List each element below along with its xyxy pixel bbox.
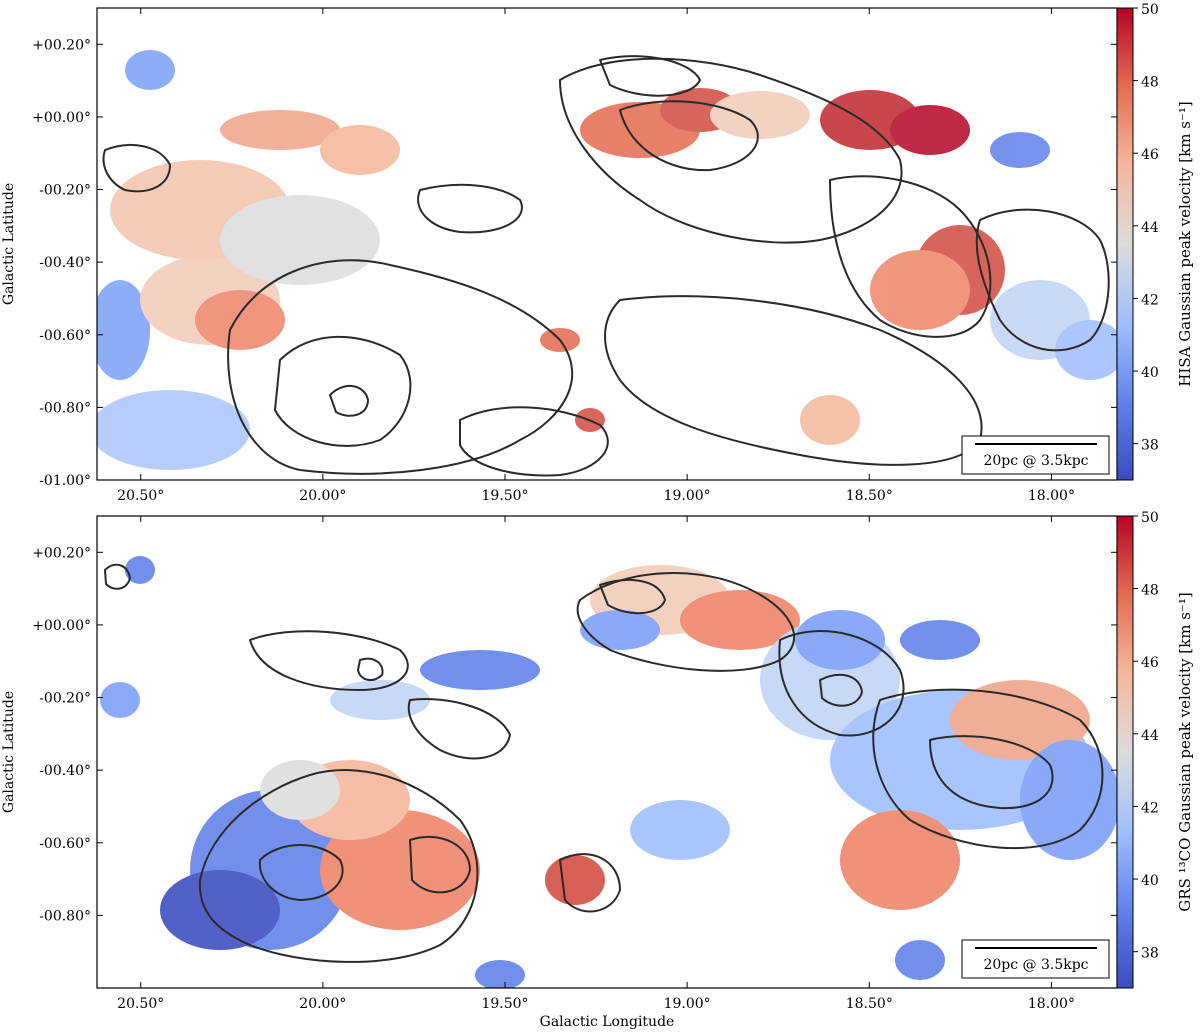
y-tick-label: +00.20° xyxy=(32,545,91,561)
colorbar-tick-label: 38 xyxy=(1141,438,1159,454)
colorbar-tick-label: 46 xyxy=(1141,147,1159,163)
y-tick-label: -00.40° xyxy=(39,763,91,779)
bottom-colorbar: 38 40 42 44 46 48 50 GRS ¹³CO Gaussian peak ve… xyxy=(1116,510,1194,989)
colorbar-tick-label: 46 xyxy=(1141,655,1159,671)
top-scalebar-text: 20pc @ 3.5kpc xyxy=(983,453,1088,469)
colorbar-tick-label: 50 xyxy=(1141,510,1159,526)
y-tick-label: +00.20° xyxy=(32,37,91,53)
x-tick-label: 18.00° xyxy=(1028,488,1075,504)
y-tick-label: +00.00° xyxy=(32,618,91,634)
y-tick-label: -00.20° xyxy=(39,691,91,707)
colorbar-tick-label: 48 xyxy=(1141,75,1159,91)
x-tick-label: 19.50° xyxy=(481,488,528,504)
bottom-y-ticks: +00.20° +00.00° -00.20° -00.40° -00.60° -00.8… xyxy=(32,545,1117,924)
top-colorbar-ticks: 38 40 42 44 46 48 50 xyxy=(1133,2,1159,454)
top-panel: 20.50° 20.00° 19.50° 19.00° 18.50° 18.00° +00… xyxy=(1,2,1194,504)
x-tick-label: 20.00° xyxy=(299,996,346,1012)
x-tick-label: 20.00° xyxy=(299,488,346,504)
x-tick-label: 19.00° xyxy=(664,488,711,504)
colorbar-tick-label: 44 xyxy=(1141,728,1159,744)
y-tick-label: -00.20° xyxy=(39,183,91,199)
x-tick-label: 18.50° xyxy=(846,488,893,504)
x-tick-label: 19.00° xyxy=(664,996,711,1012)
colorbar-tick-label: 42 xyxy=(1141,292,1159,308)
colorbar-tick-label: 40 xyxy=(1141,873,1159,889)
y-tick-label: -00.60° xyxy=(39,328,91,344)
bottom-y-axis-label: Galactic Latitude xyxy=(1,691,17,813)
x-tick-label: 20.50° xyxy=(117,996,164,1012)
top-x-ticks: 20.50° 20.00° 19.50° 19.00° 18.50° 18.00° xyxy=(117,8,1075,504)
y-tick-label: -01.00° xyxy=(39,473,91,489)
bottom-colorbar-ticks: 38 40 42 44 46 48 50 xyxy=(1133,510,1159,962)
colorbar-tick-label: 50 xyxy=(1141,2,1159,18)
bottom-scalebar-text: 20pc @ 3.5kpc xyxy=(983,957,1088,973)
top-colorbar: 38 40 42 44 46 48 50 HISA Gaussian peak veloci… xyxy=(1116,2,1194,481)
bottom-x-axis-label: Galactic Longitude xyxy=(540,1014,675,1030)
y-tick-label: +00.00° xyxy=(32,110,91,126)
colorbar-tick-label: 40 xyxy=(1141,365,1159,381)
top-scalebar: 20pc @ 3.5kpc xyxy=(961,435,1110,475)
y-tick-label: -00.60° xyxy=(39,836,91,852)
y-tick-label: -00.40° xyxy=(39,255,91,271)
bottom-colorbar-label: GRS ¹³CO Gaussian peak velocity [km s⁻¹] xyxy=(1176,592,1194,911)
top-colorbar-label: HISA Gaussian peak velocity [km s⁻¹] xyxy=(1176,101,1194,386)
bottom-x-ticks: 20.50° 20.00° 19.50° 19.00° 18.50° 18.00° xyxy=(117,516,1075,1012)
colorbar-tick-label: 48 xyxy=(1141,583,1159,599)
y-tick-label: -00.80° xyxy=(39,908,91,924)
x-tick-label: 19.50° xyxy=(481,996,528,1012)
top-y-ticks: +00.20° +00.00° -00.20° -00.40° -00.60° -00.8… xyxy=(32,37,1117,489)
x-tick-label: 20.50° xyxy=(117,488,164,504)
colorbar-tick-label: 38 xyxy=(1141,946,1159,962)
x-tick-label: 18.50° xyxy=(846,996,893,1012)
bottom-scalebar: 20pc @ 3.5kpc xyxy=(961,939,1110,979)
colorbar-tick-label: 42 xyxy=(1141,800,1159,816)
top-y-axis-label: Galactic Latitude xyxy=(1,183,17,305)
x-tick-label: 18.00° xyxy=(1028,996,1075,1012)
top-heatmap xyxy=(97,50,1117,477)
bottom-heatmap xyxy=(100,556,1117,988)
bottom-panel: 20.50° 20.00° 19.50° 19.00° 18.50° 18.00° +00… xyxy=(1,510,1194,1030)
y-tick-label: -00.80° xyxy=(39,400,91,416)
colorbar-tick-label: 44 xyxy=(1141,220,1159,236)
